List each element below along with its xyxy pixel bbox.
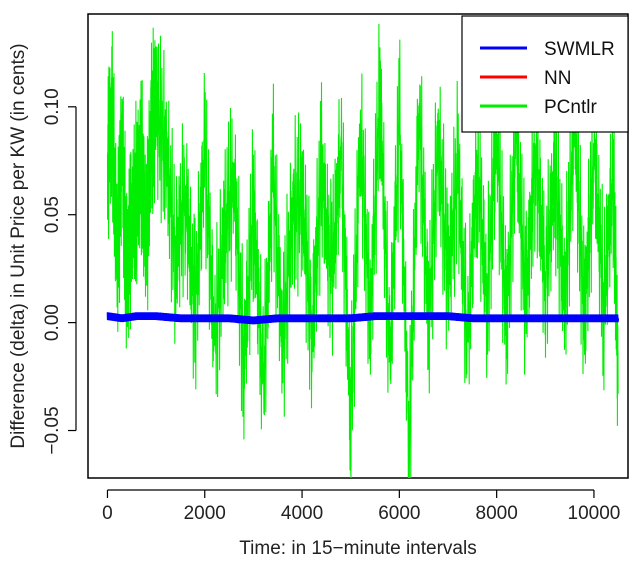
series-line-swmlr [106, 312, 620, 325]
x-tick-label: 8000 [476, 503, 518, 524]
legend-box [461, 15, 629, 133]
x-tick-label: 2000 [184, 503, 226, 524]
plot-area [87, 13, 629, 479]
legend-label-nn: NN [544, 68, 571, 89]
plot-frame [87, 13, 629, 479]
x-tick-label: 0 [102, 503, 113, 524]
y-tick-label: −0.05 [42, 406, 63, 454]
y-tick-label: 0.10 [42, 88, 63, 125]
y-axis: −0.05 0.00 0.05 0.10 [42, 88, 77, 455]
series-lines [106, 23, 620, 478]
x-tick-label: 4000 [281, 503, 323, 524]
x-tick-label: 10000 [568, 503, 621, 524]
y-axis-label: Difference (delta) in Unit Price per KW … [8, 43, 29, 448]
series-line-pcntlr [106, 23, 619, 478]
legend: SWMLR NN PCntlr [461, 15, 629, 133]
y-tick-label: 0.05 [42, 196, 63, 233]
x-tick-label: 6000 [378, 503, 420, 524]
legend-label-pcntlr: PCntlr [544, 97, 597, 118]
legend-label-swmlr: SWMLR [544, 39, 615, 60]
y-tick-label: 0.00 [42, 304, 63, 341]
x-axis-label: Time: in 15−minute intervals [239, 538, 476, 559]
x-axis: 0 2000 4000 6000 8000 10000 [102, 489, 621, 524]
